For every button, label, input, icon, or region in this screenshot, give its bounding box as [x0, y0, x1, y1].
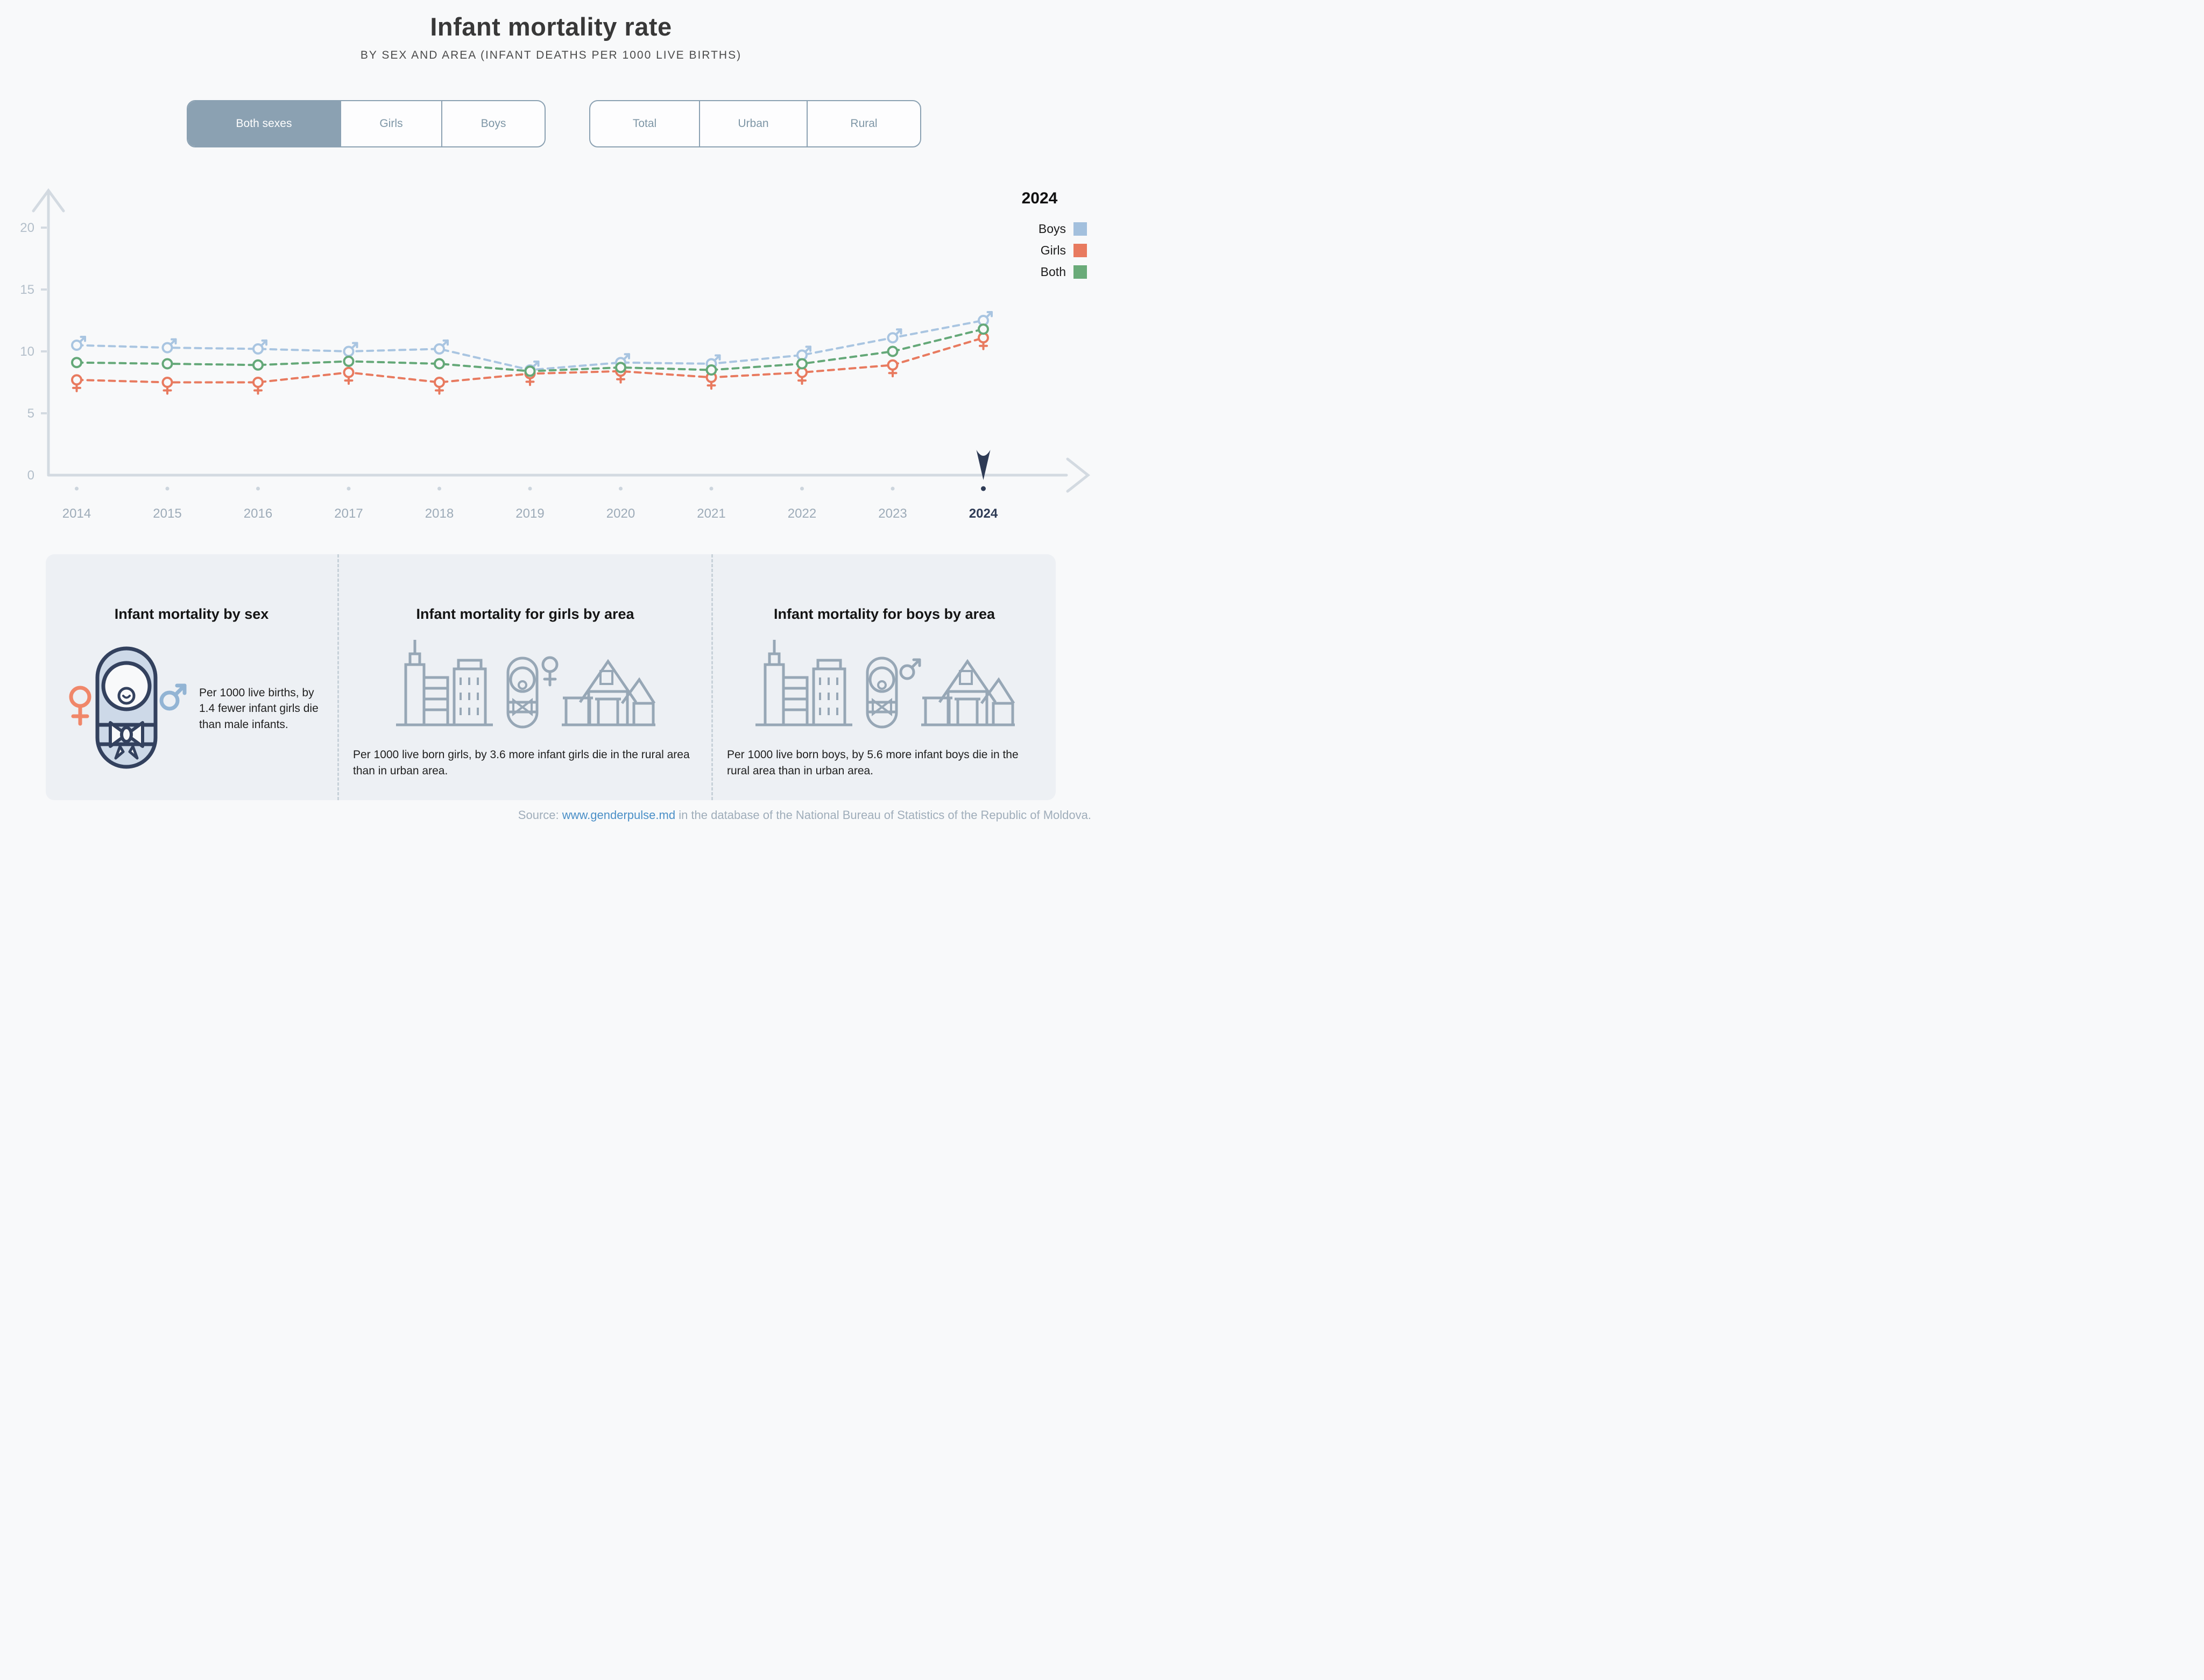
- card-title: Infant mortality by sex: [114, 606, 269, 622]
- tab-total[interactable]: Total: [590, 101, 699, 146]
- marker-boys-2017: [343, 342, 358, 357]
- toolbar: Both sexes Girls Boys Total Urban Rural: [0, 100, 1102, 147]
- marker-girls-2018: [434, 377, 445, 395]
- infographic-page: Infant mortality rate BY SEX AND AREA (I…: [0, 0, 1102, 840]
- marker-girls-2015: [161, 377, 173, 395]
- card-text: Per 1000 live births, by 1.4 fewer infan…: [199, 686, 319, 731]
- svg-text:5: 5: [27, 406, 34, 421]
- legend-item-girls[interactable]: Girls: [992, 243, 1087, 258]
- tab-rural[interactable]: Rural: [807, 101, 920, 146]
- chart-legend: 2024 Boys Girls Both: [992, 189, 1087, 286]
- marker-girls-2023: [887, 359, 899, 378]
- house-icon: [562, 659, 656, 726]
- x-label-2014: 2014: [62, 506, 91, 521]
- x-label-2016: 2016: [244, 506, 272, 521]
- svg-text:0: 0: [27, 468, 34, 483]
- legend-swatch: [1073, 222, 1087, 236]
- marker-both-2017: [343, 355, 355, 367]
- legend-item-label: Both: [1040, 265, 1066, 279]
- male-icon: [899, 658, 921, 680]
- tab-both-sexes[interactable]: Both sexes: [188, 101, 340, 146]
- summary-cards: Infant mortality by sex: [46, 554, 1056, 800]
- tab-urban[interactable]: Urban: [699, 101, 807, 146]
- svg-text:20: 20: [20, 221, 34, 235]
- marker-both-2019: [524, 365, 536, 377]
- tab-boys[interactable]: Boys: [441, 101, 545, 146]
- series-markers-both: [71, 323, 989, 377]
- source-prefix: Source:: [518, 808, 562, 822]
- card-girls-by-area: Infant mortality for girls by area: [337, 554, 711, 800]
- source-suffix: in the database of the National Bureau o…: [675, 808, 1091, 822]
- marker-both-2022: [796, 358, 808, 370]
- page-subtitle: BY SEX AND AREA (INFANT DEATHS PER 1000 …: [360, 49, 742, 61]
- x-label-2023: 2023: [878, 506, 907, 521]
- line-chart: 0 5 10 15 20 2014 2015 2016 2017 2018 2019 2020 2021…: [20, 188, 1091, 521]
- area-filter-group: Total Urban Rural: [589, 100, 921, 147]
- legend-item-both[interactable]: Both: [992, 265, 1087, 279]
- sex-filter-group: Both sexes Girls Boys: [187, 100, 546, 147]
- marker-both-2018: [434, 358, 445, 370]
- marker-both-2023: [887, 345, 899, 357]
- tab-girls[interactable]: Girls: [340, 101, 441, 146]
- house-icon: [921, 659, 1015, 726]
- x-label-2022: 2022: [788, 506, 816, 521]
- x-label-2024: 2024: [969, 506, 998, 521]
- marker-boys-2018: [434, 339, 449, 355]
- legend-item-label: Boys: [1038, 222, 1066, 236]
- series-line-boys: [75, 319, 985, 371]
- x-label-2021: 2021: [697, 506, 725, 521]
- highlight-year-arrow-icon: [976, 450, 991, 480]
- x-label-2017: 2017: [334, 506, 363, 521]
- source-link[interactable]: www.genderpulse.md: [562, 808, 676, 822]
- baby-icon: [506, 657, 539, 729]
- marker-girls-2017: [343, 366, 355, 385]
- marker-boys-2016: [252, 339, 267, 355]
- marker-both-2016: [252, 359, 264, 371]
- card-boys-by-area: Infant mortality for boys by area: [711, 554, 1056, 800]
- marker-both-2020: [615, 362, 626, 373]
- card-title: Infant mortality for girls by area: [416, 606, 634, 622]
- x-label-2020: 2020: [606, 506, 635, 521]
- marker-both-2021: [705, 364, 717, 376]
- city-icon: [396, 640, 493, 726]
- x-label-2018: 2018: [425, 506, 454, 521]
- marker-boys-2023: [887, 328, 902, 344]
- city-icon: [755, 640, 852, 726]
- female-icon: [541, 656, 559, 687]
- source-line: Source: www.genderpulse.md in the databa…: [518, 808, 1091, 822]
- marker-both-2014: [71, 357, 82, 369]
- marker-girls-2022: [796, 366, 808, 385]
- legend-swatch: [1073, 244, 1087, 257]
- marker-girls-2016: [252, 377, 264, 395]
- marker-both-2015: [161, 358, 173, 370]
- marker-boys-2024: [978, 311, 993, 326]
- legend-items: Boys Girls Both: [992, 222, 1087, 279]
- card-text: Per 1000 live born girls, by 3.6 more in…: [353, 749, 690, 778]
- x-label-2019: 2019: [515, 506, 544, 521]
- marker-both-2024: [978, 323, 989, 335]
- male-icon: [159, 683, 187, 711]
- urban-rural-girls-icon: [353, 639, 697, 733]
- legend-year: 2024: [1021, 189, 1058, 207]
- urban-rural-boys-icon: [727, 639, 1042, 733]
- swaddled-baby-icon: [95, 646, 158, 769]
- card-title: Infant mortality for boys by area: [773, 606, 995, 622]
- legend-item-boys[interactable]: Boys: [992, 222, 1087, 236]
- card-text: Per 1000 live born boys, by 5.6 more inf…: [727, 749, 1019, 778]
- legend-swatch: [1073, 265, 1087, 279]
- svg-text:10: 10: [20, 344, 34, 359]
- baby-sex-icon: [60, 644, 192, 773]
- marker-boys-2014: [71, 336, 86, 351]
- svg-text:15: 15: [20, 283, 34, 297]
- header: Infant mortality rate BY SEX AND AREA (I…: [0, 12, 1102, 62]
- x-label-2015: 2015: [153, 506, 181, 521]
- marker-boys-2015: [161, 338, 177, 354]
- marker-girls-2024: [978, 332, 989, 350]
- card-mortality-by-sex: Infant mortality by sex: [46, 554, 337, 800]
- female-icon: [69, 686, 91, 726]
- page-title: Infant mortality rate: [430, 12, 672, 41]
- marker-girls-2014: [71, 374, 82, 392]
- legend-item-label: Girls: [1040, 243, 1066, 257]
- baby-icon: [866, 657, 898, 729]
